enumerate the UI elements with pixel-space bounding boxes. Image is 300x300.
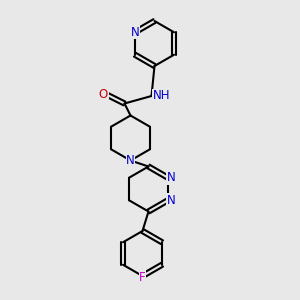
- Text: NH: NH: [153, 89, 170, 103]
- Text: N: N: [126, 154, 135, 167]
- Text: N: N: [130, 26, 140, 39]
- Text: O: O: [99, 88, 108, 101]
- Text: N: N: [167, 171, 176, 184]
- Text: F: F: [139, 271, 146, 284]
- Text: N: N: [167, 194, 176, 207]
